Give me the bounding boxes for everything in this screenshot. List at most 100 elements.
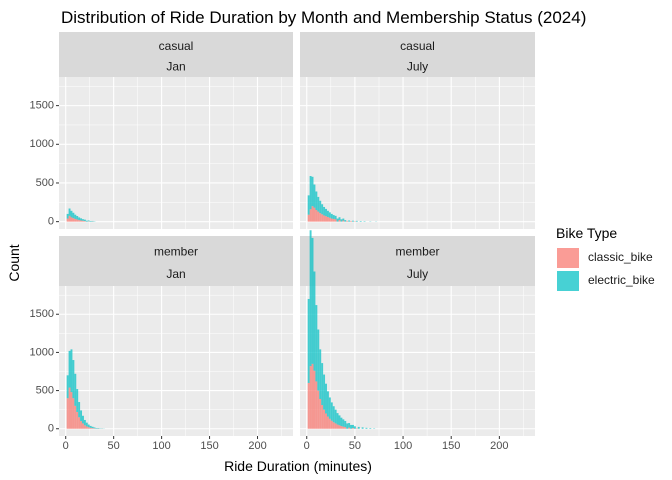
bar-electric_bike-casual-july: [319, 200, 322, 214]
bar-classic_bike-member-jan: [72, 398, 75, 429]
bar-electric_bike-member-jan: [82, 415, 84, 424]
bar-classic_bike-member-july: [317, 390, 320, 429]
bar-electric_bike-member-jan: [91, 426, 94, 429]
bar-electric_bike-casual-jan: [76, 216, 79, 220]
bar-classic_bike-casual-july: [313, 207, 316, 222]
bar-electric_bike-casual-jan: [83, 219, 86, 222]
bar-classic_bike-casual-july: [328, 217, 331, 222]
bar-classic_bike-member-jan: [87, 427, 90, 429]
bar-electric_bike-member-july: [344, 420, 347, 428]
bar-classic_bike-member-july: [338, 425, 341, 429]
bar-electric_bike-casual-july: [315, 191, 318, 211]
bar-classic_bike-member-jan: [74, 405, 77, 429]
x-tick-label: 0: [304, 440, 310, 452]
facet-panel-casual-july: casual July: [300, 32, 535, 229]
bar-electric_bike-casual-july: [313, 184, 316, 208]
x-tick-label: 150: [442, 440, 460, 452]
bar-electric_bike-member-jan: [83, 419, 86, 426]
x-tick-label: 50: [108, 440, 120, 452]
bar-electric_bike-member-jan: [70, 349, 73, 393]
bar-electric_bike-casual-jan: [87, 220, 90, 222]
bar-electric_bike-casual-jan: [80, 218, 83, 221]
bar-electric_bike-member-july: [369, 428, 372, 429]
bar-classic_bike-casual-july: [338, 219, 341, 222]
bar-electric_bike-casual-july: [307, 195, 310, 215]
bar-electric_bike-casual-july: [352, 220, 354, 222]
legend-key-electric_bike: [557, 271, 579, 291]
bar-electric_bike-casual-july: [342, 218, 345, 221]
bar-classic_bike-casual-july: [342, 220, 345, 222]
bar-electric_bike-casual-july: [344, 220, 347, 222]
bar-classic_bike-member-july: [336, 424, 339, 429]
bar-electric_bike-member-july: [326, 391, 329, 417]
facet-month-label: July: [407, 267, 428, 281]
bar-electric_bike-member-july: [334, 409, 337, 424]
bar-classic_bike-casual-july: [319, 213, 322, 222]
facet-month-label: Jan: [166, 59, 185, 73]
histogram-bars: [307, 176, 378, 222]
histogram-bars: [307, 230, 376, 429]
facet-strip: [300, 32, 535, 77]
bar-electric_bike-member-july: [338, 415, 341, 426]
x-axis-title: Ride Duration (minutes): [224, 458, 372, 474]
histogram-bars: [66, 208, 96, 222]
bar-classic_bike-member-july: [313, 370, 316, 429]
legend-entries: classic_bike electric_bike: [557, 248, 655, 291]
bar-electric_bike-member-july: [311, 237, 314, 364]
bar-electric_bike-member-jan: [68, 350, 71, 388]
y-tick-label: 500: [36, 384, 54, 396]
bar-classic_bike-casual-jan: [83, 221, 86, 222]
x-tick-label: 200: [248, 440, 266, 452]
x-tick-label: 100: [152, 440, 170, 452]
bar-classic_bike-member-july: [340, 426, 343, 429]
bar-classic_bike-casual-july: [332, 218, 335, 222]
bar-classic_bike-member-july: [330, 420, 333, 429]
legend-label-classic_bike: classic_bike: [588, 250, 653, 264]
bar-electric_bike-member-jan: [87, 424, 90, 428]
bar-electric_bike-member-july: [328, 397, 331, 419]
legend-title: Bike Type: [556, 225, 617, 241]
bar-classic_bike-member-july: [315, 381, 318, 429]
x-tick-label: 50: [349, 440, 361, 452]
bar-classic_bike-casual-july: [325, 216, 327, 222]
facet-strip: [59, 236, 293, 286]
facet-membership-label: casual: [400, 39, 435, 53]
bar-electric_bike-member-july: [323, 374, 326, 410]
plot-background: [59, 286, 293, 436]
y-tick-label: 500: [36, 177, 54, 189]
bar-electric_bike-casual-july: [334, 215, 337, 220]
y-axis-title: Count: [6, 244, 22, 281]
bar-electric_bike-member-jan: [76, 389, 79, 412]
bar-classic_bike-member-jan: [78, 417, 81, 429]
bar-electric_bike-casual-jan: [82, 219, 84, 221]
bar-classic_bike-member-jan: [68, 387, 71, 429]
y-tick-label: 1000: [30, 346, 54, 358]
bar-classic_bike-member-july: [309, 366, 312, 429]
bar-electric_bike-casual-jan: [68, 208, 71, 216]
plot-background: [300, 77, 535, 229]
bar-classic_bike-casual-jan: [80, 220, 83, 222]
bar-classic_bike-member-jan: [76, 411, 79, 429]
bar-classic_bike-member-july: [352, 427, 354, 429]
bar-electric_bike-member-july: [307, 298, 310, 383]
facet-panel-member-jan: member Jan 0 500 1000 1500 0 50 100 150 200: [30, 236, 293, 452]
bar-classic_bike-casual-jan: [68, 215, 71, 222]
bar-classic_bike-member-july: [334, 423, 337, 429]
legend: Bike Type classic_bike electric_bike: [556, 225, 655, 291]
facet-strip: [59, 32, 293, 77]
bar-classic_bike-member-jan: [91, 428, 94, 429]
bar-electric_bike-casual-july: [355, 220, 358, 222]
facet-strip: [300, 236, 535, 286]
bar-electric_bike-casual-jan: [74, 214, 77, 219]
bar-classic_bike-member-july: [321, 405, 324, 429]
bar-electric_bike-member-jan: [80, 410, 83, 422]
bar-classic_bike-casual-jan: [76, 219, 79, 222]
x-tick-label: 200: [490, 440, 508, 452]
bar-classic_bike-casual-july: [307, 214, 310, 222]
bar-electric_bike-member-july: [353, 426, 356, 429]
bar-electric_bike-member-jan: [95, 428, 98, 429]
bar-electric_bike-member-july: [346, 423, 349, 429]
bar-classic_bike-member-july: [342, 426, 345, 429]
bar-classic_bike-member-july: [328, 418, 331, 429]
bar-electric_bike-member-july: [317, 329, 320, 391]
